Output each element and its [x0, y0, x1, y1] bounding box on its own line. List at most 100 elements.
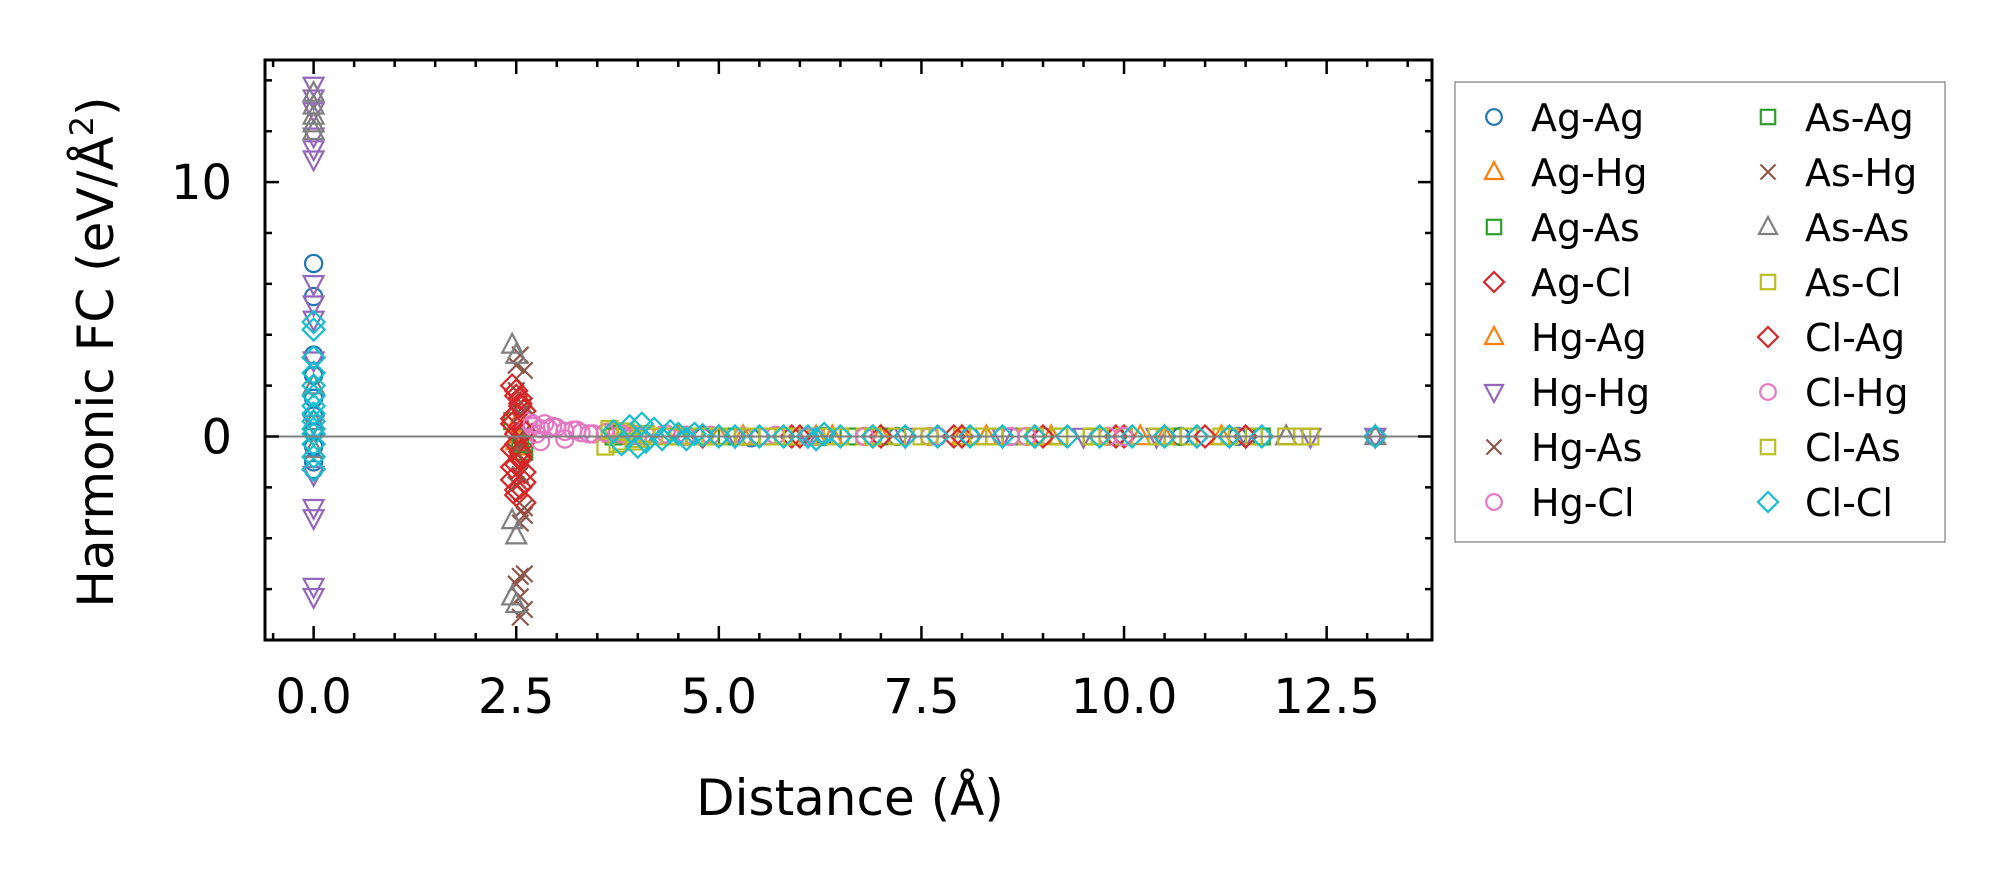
- point-ag-ag-8: [303, 452, 324, 472]
- point-cl-cl-34: [827, 423, 853, 450]
- point-cl-cl-4: [301, 373, 327, 399]
- point-as-hg-5: [511, 567, 530, 586]
- point-hg-cl-5: [534, 414, 555, 434]
- point-cl-ag-8: [503, 477, 529, 503]
- point-cl-cl-12: [301, 444, 327, 470]
- point-hg-hg-9: [301, 351, 326, 374]
- x-tick-label-2.5: 2.5: [478, 669, 554, 725]
- y-tick-label-10: 10: [171, 155, 232, 211]
- legend-marker-as-hg: [1759, 163, 1777, 181]
- legend-label-hg-hg: Hg-Hg: [1531, 371, 1650, 415]
- point-ag-hg-9: [1128, 423, 1152, 446]
- point-cl-ag-2: [499, 411, 525, 437]
- point-cl-cl-46: [1216, 423, 1242, 450]
- y-axis-label-base: Harmonic FC (eV/Å: [67, 136, 125, 607]
- point-cl-ag-4: [503, 431, 529, 457]
- point-hg-hg-6: [301, 275, 326, 298]
- legend-marker-hg-cl: [1485, 493, 1503, 511]
- legend-marker-as-cl: [1759, 273, 1777, 291]
- legend-marker-as-ag: [1759, 108, 1777, 126]
- legend-label-ag-hg: Ag-Hg: [1531, 151, 1648, 195]
- point-as-as-13: [504, 591, 528, 614]
- point-cl-cl-11: [301, 431, 327, 457]
- point-as-as-2: [301, 102, 326, 125]
- x-tick-label-7.5: 7.5: [883, 669, 959, 725]
- point-as-as-4: [301, 117, 326, 141]
- point-as-as-7: [301, 435, 326, 459]
- point-cl-cl-0: [301, 309, 327, 335]
- legend-label-cl-cl: Cl-Cl: [1805, 481, 1893, 525]
- x-tick-label-0.0: 0.0: [275, 669, 351, 725]
- point-hg-as-1: [515, 361, 534, 380]
- point-cl-cl-29: [746, 423, 772, 450]
- point-hg-hg-25: [1363, 427, 1387, 450]
- legend-label-cl-ag: Cl-Ag: [1805, 316, 1905, 360]
- point-cl-cl-33: [811, 421, 837, 447]
- point-cl-cl-15: [609, 431, 635, 457]
- legend-label-hg-cl: Hg-Cl: [1531, 481, 1635, 525]
- point-cl-cl-26: [690, 422, 716, 448]
- point-as-as-0: [301, 79, 326, 102]
- point-cl-cl-45: [1184, 423, 1210, 450]
- point-cl-cl-28: [722, 423, 748, 450]
- y-axis-label: Harmonic FC (eV/Å2): [63, 96, 125, 607]
- x-tick-labels: 0.0 2.5 5.0 7.5 10.0 12.5: [275, 669, 1380, 725]
- legend-marker-ag-cl: [1482, 270, 1506, 294]
- point-cl-cl-37: [925, 423, 951, 450]
- point-hg-hg-15: [301, 587, 326, 611]
- legend-marker-ag-ag: [1485, 108, 1503, 126]
- point-as-as-9: [504, 341, 528, 364]
- legend-label-as-hg: As-Hg: [1805, 151, 1917, 195]
- point-cl-hg-4: [567, 420, 587, 440]
- point-cl-cl-9: [301, 416, 327, 442]
- point-hg-hg-7: [301, 295, 326, 318]
- point-cl-hg-2: [543, 416, 563, 436]
- legend-label-as-cl: As-Cl: [1805, 261, 1902, 305]
- point-cl-ag-0: [503, 378, 529, 404]
- point-cl-cl-36: [892, 423, 918, 450]
- legend-marker-hg-ag: [1483, 324, 1505, 346]
- legend-marker-cl-cl: [1756, 490, 1780, 514]
- legend-label-as-ag: As-Ag: [1805, 96, 1914, 140]
- legend-frame: [1454, 81, 1946, 543]
- legend-label-cl-hg: Cl-Hg: [1805, 371, 1909, 415]
- point-hg-as-7: [515, 498, 534, 517]
- point-as-hg-2: [511, 435, 530, 454]
- legend-label-hg-ag: Hg-Ag: [1531, 316, 1647, 360]
- legend-marker-cl-hg: [1759, 383, 1777, 401]
- legend-marker-cl-as: [1759, 438, 1777, 456]
- point-cl-cl-47: [1249, 423, 1275, 450]
- legend: Ag-Ag Ag-Hg Ag-As Ag-Cl Hg-Ag Hg-Hg Hg-As Hg-Cl…: [1454, 81, 1946, 543]
- point-cl-cl-7: [301, 401, 327, 427]
- point-cl-cl-24: [673, 426, 699, 452]
- point-hg-hg-13: [301, 509, 326, 532]
- y-tick-labels: 0 10: [171, 155, 232, 465]
- point-cl-cl-22: [657, 418, 683, 444]
- point-as-as-5: [301, 372, 326, 395]
- point-as-hg-0: [507, 356, 526, 375]
- legend-label-ag-cl: Ag-Cl: [1531, 261, 1632, 305]
- point-cl-ag-9: [507, 385, 533, 411]
- legend-marker-ag-as: [1485, 218, 1503, 236]
- legend-marker-as-as: [1757, 214, 1779, 236]
- point-as-as-15: [1363, 423, 1387, 446]
- point-cl-cl-41: [1054, 423, 1080, 450]
- point-hg-hg-5: [301, 150, 326, 173]
- point-cl-cl-39: [989, 423, 1016, 450]
- point-cl-cl-5: [301, 383, 327, 409]
- y-axis-label-superscript: 2: [63, 116, 101, 136]
- point-cl-ag-15: [1192, 423, 1218, 450]
- axis-ticks: [265, 60, 1432, 642]
- point-cl-hg-3: [555, 421, 575, 442]
- legend-marker-hg-as: [1485, 438, 1503, 456]
- x-tick-label-10.0: 10.0: [1071, 669, 1178, 725]
- point-cl-cl-32: [803, 426, 829, 452]
- legend-entries: Ag-Ag Ag-Hg Ag-As Ag-Cl Hg-Ag Hg-Hg Hg-As Hg-Cl…: [1482, 96, 1917, 525]
- point-cl-cl-48: [1362, 423, 1388, 450]
- legend-label-cl-as: Cl-As: [1805, 426, 1901, 470]
- data-marks: [301, 76, 1388, 627]
- point-cl-cl-25: [681, 421, 708, 447]
- point-as-as-11: [504, 522, 528, 545]
- point-as-as-3: [301, 110, 326, 133]
